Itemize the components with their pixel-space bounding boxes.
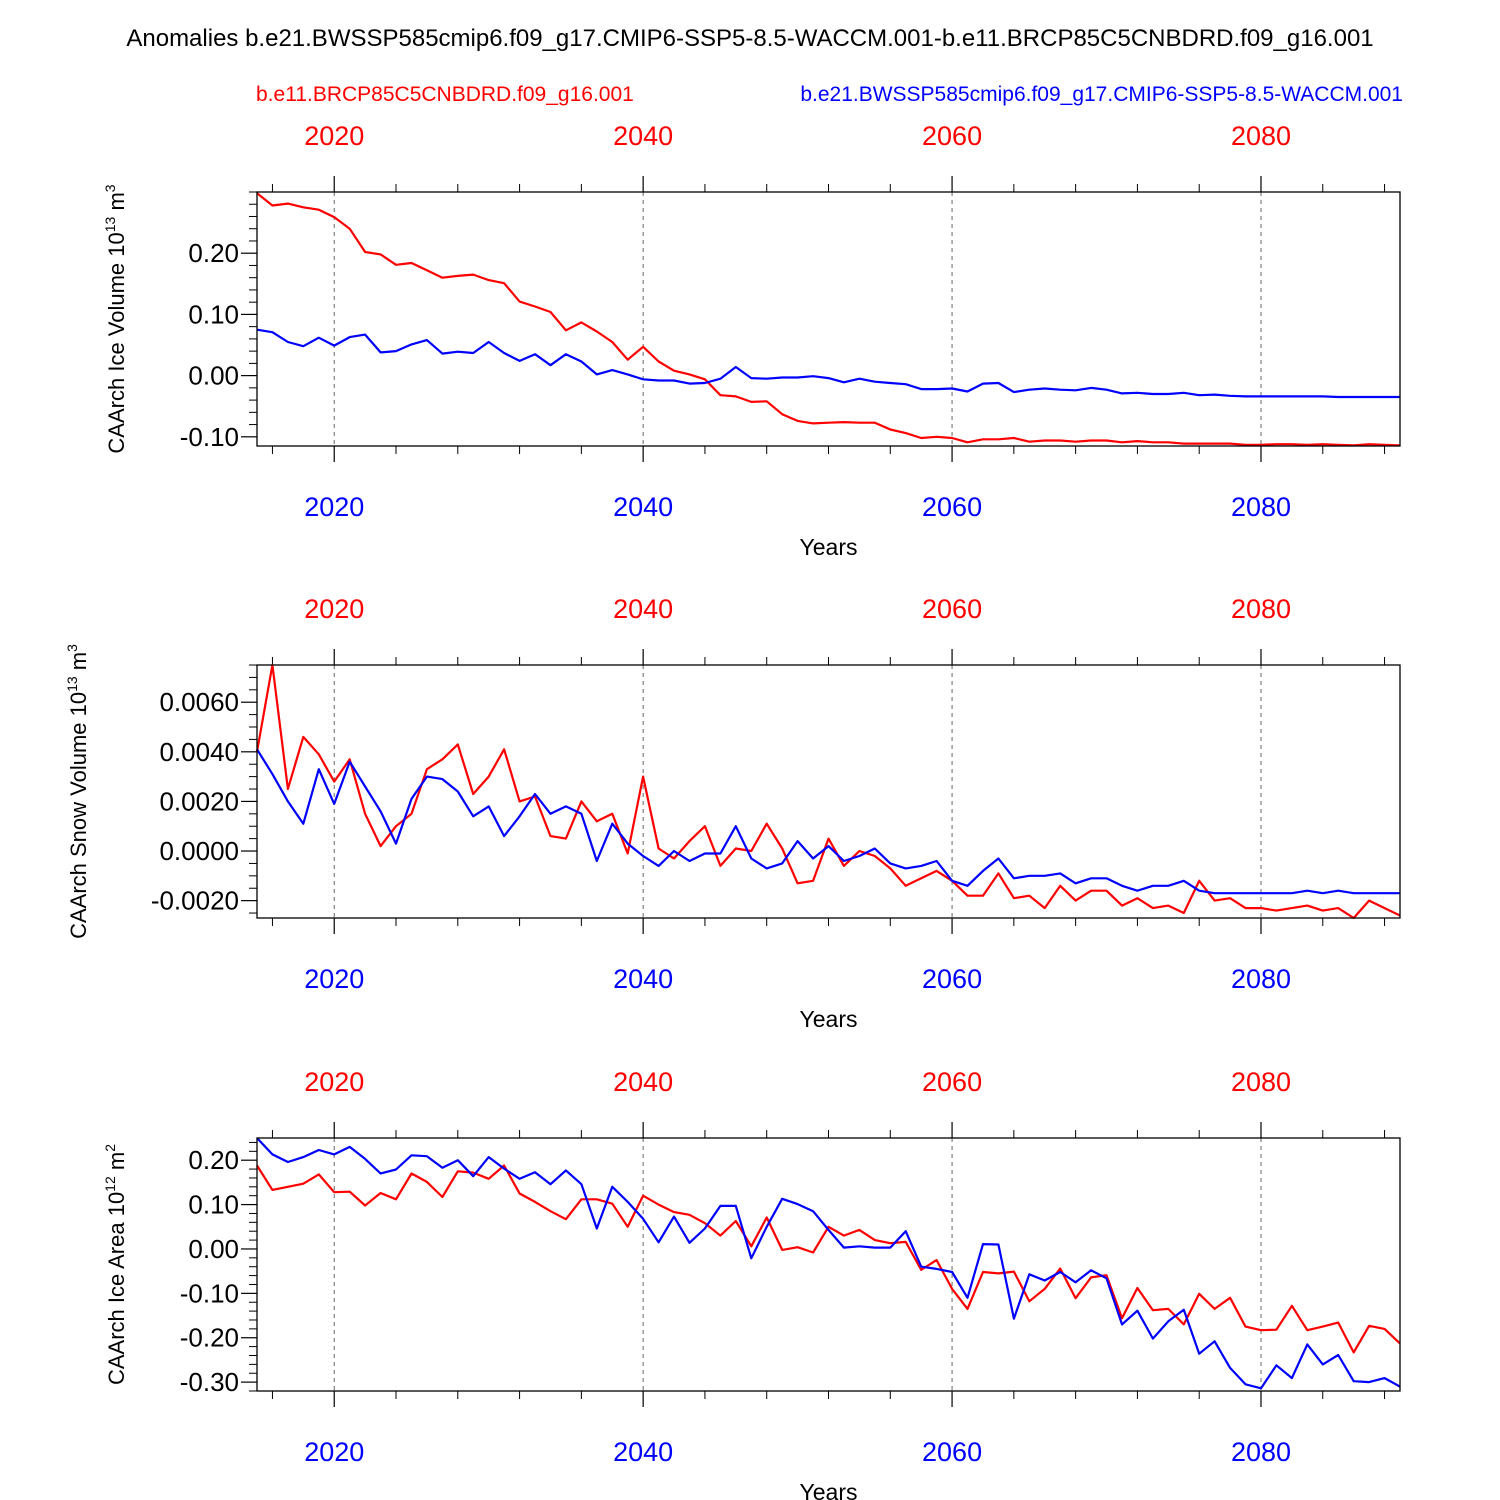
y-tick-label: 0.00 bbox=[188, 1234, 239, 1264]
x-axis-label: Years bbox=[800, 534, 858, 560]
y-axis-label-part: CAArch Ice Volume 10 bbox=[104, 232, 129, 453]
y-tick-label: 0.10 bbox=[188, 1190, 239, 1220]
x-tick-label-bottom: 2020 bbox=[304, 492, 364, 522]
x-tick-label-bottom: 2060 bbox=[922, 1437, 982, 1467]
x-tick-label-bottom: 2060 bbox=[922, 964, 982, 994]
x-tick-label-top: 2060 bbox=[922, 594, 982, 624]
x-tick-label-top: 2020 bbox=[304, 594, 364, 624]
series-line-blue bbox=[256, 1137, 1401, 1390]
series-line-blue bbox=[256, 328, 1400, 399]
y-axis-label-superscript: 13 bbox=[64, 676, 80, 692]
chart-panel-3: -0.30 -0.20 -0.10 0.00 0.10 0.20 2020 2020 2040 2… bbox=[102, 1067, 1401, 1500]
figure-title: Anomalies b.e21.BWSSP585cmip6.f09_g17.CM… bbox=[126, 25, 1373, 52]
y-axis-label-part: CAArch Ice Area 10 bbox=[104, 1192, 129, 1385]
x-tick-label-top: 2060 bbox=[922, 1067, 982, 1097]
x-tick-label-top: 2020 bbox=[304, 121, 364, 151]
y-axis-label-part: m bbox=[104, 192, 129, 216]
y-axis-label-part: m bbox=[104, 1152, 129, 1176]
y-tick-label: 0.0000 bbox=[159, 836, 239, 866]
x-tick-label-bottom: 2020 bbox=[304, 964, 364, 994]
x-tick-label-top: 2040 bbox=[613, 594, 673, 624]
plot-frame bbox=[256, 664, 1401, 919]
y-axis-label-superscript: 2 bbox=[102, 1144, 118, 1152]
y-tick-label: -0.20 bbox=[180, 1323, 239, 1353]
series-line-red bbox=[256, 1164, 1401, 1354]
x-tick-label-bottom: 2080 bbox=[1231, 964, 1291, 994]
y-tick-label: 0.0020 bbox=[159, 786, 239, 816]
chart-panel-1: -0.10 0.00 0.10 0.20 2020 2020 2040 2040 2060 206… bbox=[102, 121, 1401, 560]
chart-panel-2: -0.0020 0.0000 0.0020 0.0040 0.0060 2020 2020 2… bbox=[64, 594, 1401, 1032]
plot-frame bbox=[256, 1137, 1401, 1392]
plot-frame bbox=[256, 191, 1401, 447]
y-tick-label: 0.20 bbox=[188, 238, 239, 268]
x-tick-label-top: 2060 bbox=[922, 121, 982, 151]
x-tick-label-top: 2040 bbox=[613, 1067, 673, 1097]
y-axis-label-part: m bbox=[66, 652, 91, 676]
y-tick-label: 0.20 bbox=[188, 1145, 239, 1175]
y-axis-label-superscript: 12 bbox=[102, 1176, 118, 1192]
y-tick-label: -0.10 bbox=[180, 1278, 239, 1308]
y-tick-label: 0.0040 bbox=[159, 737, 239, 767]
x-tick-label-top: 2040 bbox=[613, 121, 673, 151]
x-tick-label-bottom: 2020 bbox=[304, 1437, 364, 1467]
x-tick-label-bottom: 2040 bbox=[613, 964, 673, 994]
x-tick-label-bottom: 2080 bbox=[1231, 492, 1291, 522]
x-tick-label-bottom: 2040 bbox=[613, 492, 673, 522]
x-tick-label-bottom: 2060 bbox=[922, 492, 982, 522]
legend-red-label: b.e11.BRCP85C5CNBDRD.f09_g16.001 bbox=[256, 83, 634, 106]
y-axis-label: CAArch Ice Area 1012 m2 bbox=[102, 1144, 129, 1385]
y-tick-label: 0.00 bbox=[188, 361, 239, 391]
y-tick-label: 0.10 bbox=[188, 299, 239, 329]
y-axis-label-superscript: 3 bbox=[102, 184, 118, 192]
x-tick-label-bottom: 2080 bbox=[1231, 1437, 1291, 1467]
x-axis-label: Years bbox=[800, 1479, 858, 1500]
x-tick-label-bottom: 2040 bbox=[613, 1437, 673, 1467]
y-axis-label-superscript: 3 bbox=[64, 644, 80, 652]
x-tick-label-top: 2080 bbox=[1231, 594, 1291, 624]
x-tick-label-top: 2080 bbox=[1231, 121, 1291, 151]
legend-blue-label: b.e21.BWSSP585cmip6.f09_g17.CMIP6-SSP5-8… bbox=[800, 83, 1403, 106]
series-line-blue bbox=[256, 748, 1400, 895]
y-tick-label: 0.0060 bbox=[159, 687, 239, 717]
series-line-red bbox=[255, 663, 1401, 920]
y-axis-label: CAArch Snow Volume 1013 m3 bbox=[64, 644, 91, 939]
x-tick-label-top: 2020 bbox=[304, 1067, 364, 1097]
x-tick-label-top: 2080 bbox=[1231, 1067, 1291, 1097]
y-tick-label: -0.10 bbox=[180, 422, 239, 452]
series-line-red bbox=[256, 192, 1401, 447]
y-axis-label-superscript: 13 bbox=[102, 216, 118, 232]
x-axis-label: Years bbox=[800, 1006, 858, 1032]
y-tick-label: -0.0020 bbox=[151, 886, 239, 916]
y-axis-label-part: CAArch Snow Volume 10 bbox=[66, 692, 91, 939]
y-axis-label: CAArch Ice Volume 1013 m3 bbox=[102, 184, 129, 453]
y-tick-label: -0.30 bbox=[180, 1367, 239, 1397]
